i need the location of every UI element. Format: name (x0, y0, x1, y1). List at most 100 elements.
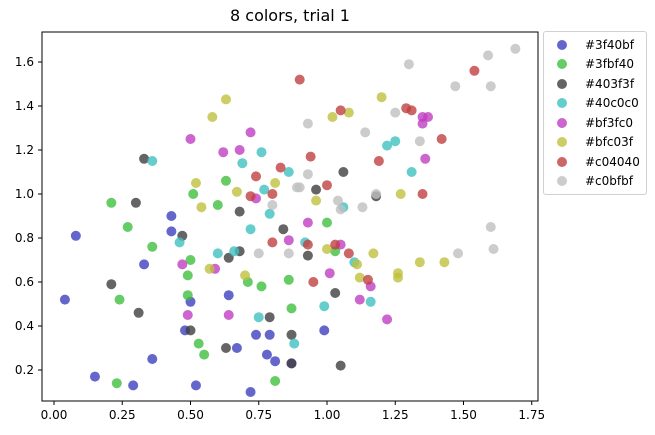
data-point (406, 105, 417, 116)
data-point (311, 184, 322, 195)
data-point (193, 338, 204, 349)
data-point (335, 204, 346, 215)
legend-marker-icon (557, 137, 567, 148)
data-point (223, 310, 234, 320)
data-point (332, 195, 343, 206)
x-tick-label: 0.25 (109, 408, 136, 422)
data-point (204, 263, 215, 274)
data-point (270, 356, 281, 367)
data-point (453, 248, 464, 259)
data-point (147, 354, 158, 364)
y-tick-label: 1.6 (15, 55, 34, 69)
data-point (130, 197, 141, 208)
data-point (406, 167, 417, 177)
data-point (237, 158, 248, 169)
data-point (190, 178, 201, 188)
data-point (139, 153, 150, 164)
data-point (392, 268, 403, 279)
legend: #3f40bf #3fbf40 #403f3f #40c0c0 #bf3fc0 #bfc0… (543, 31, 647, 195)
data-point (174, 237, 185, 248)
data-point (469, 65, 480, 76)
data-point (368, 248, 379, 259)
data-point (245, 387, 256, 397)
data-point (483, 50, 494, 61)
data-point (267, 200, 278, 210)
data-point (305, 151, 316, 162)
data-point (264, 312, 275, 323)
data-point (338, 167, 349, 177)
data-point (382, 314, 393, 325)
axes-frame (41, 31, 539, 402)
legend-marker-icon (557, 59, 567, 70)
data-point (354, 294, 365, 305)
x-tick-label: 1.25 (382, 408, 409, 422)
data-point (251, 329, 262, 340)
y-tick-label: 0.2 (15, 363, 34, 377)
data-point (182, 310, 193, 320)
data-point (294, 182, 305, 193)
legend-label: #c04040 (585, 154, 640, 169)
data-point (510, 43, 521, 54)
data-point (308, 277, 319, 287)
data-point (111, 378, 122, 389)
data-point (220, 94, 231, 105)
legend-label: #c0bfbf (585, 174, 633, 189)
data-point (234, 206, 245, 217)
data-point (89, 371, 100, 382)
data-point (390, 136, 401, 147)
data-point (182, 290, 193, 301)
data-point (264, 208, 275, 219)
data-point (390, 107, 401, 118)
y-tick-label: 0.6 (15, 275, 34, 289)
data-point (256, 147, 267, 158)
legend-marker-icon (557, 176, 567, 187)
y-tick-label: 1.0 (15, 187, 34, 201)
data-point (185, 255, 196, 265)
data-point (330, 288, 341, 298)
data-point (245, 127, 256, 138)
data-point (354, 272, 365, 283)
data-point (302, 118, 313, 129)
data-point (259, 184, 270, 195)
y-tick-label: 1.2 (15, 143, 34, 157)
data-point (376, 92, 387, 103)
data-point (106, 279, 117, 290)
data-point (139, 259, 150, 270)
data-point (283, 248, 294, 259)
data-point (166, 211, 177, 221)
data-point (190, 380, 201, 391)
data-point (128, 380, 139, 391)
data-point (283, 235, 294, 246)
data-point (185, 325, 196, 336)
data-point (218, 147, 229, 158)
data-point (371, 189, 382, 199)
data-point (177, 259, 188, 270)
x-tick-label: 0.50 (177, 408, 204, 422)
legend-label: #bf3fc0 (585, 115, 633, 130)
data-point (343, 107, 354, 118)
legend-label: #3fbf40 (585, 57, 635, 72)
data-point (270, 376, 281, 386)
data-point (286, 358, 297, 369)
data-point (403, 59, 414, 70)
data-point (229, 246, 240, 257)
data-point (207, 112, 218, 122)
data-point (106, 197, 117, 208)
data-point (360, 127, 371, 138)
legend-item: #bf3fc0 (544, 113, 646, 133)
data-point (365, 296, 376, 307)
data-point (319, 301, 330, 312)
legend-label: #403f3f (585, 76, 635, 91)
y-tick-label: 1.4 (15, 99, 34, 113)
data-point (286, 303, 297, 314)
data-point (240, 270, 251, 281)
data-point (234, 145, 245, 155)
legend-item: #bfc03f (544, 133, 646, 153)
data-point (357, 202, 368, 213)
data-point (283, 167, 294, 177)
data-point (196, 202, 207, 213)
data-point (114, 294, 125, 305)
data-point (439, 257, 450, 268)
data-point (485, 81, 496, 92)
data-point (253, 248, 264, 259)
